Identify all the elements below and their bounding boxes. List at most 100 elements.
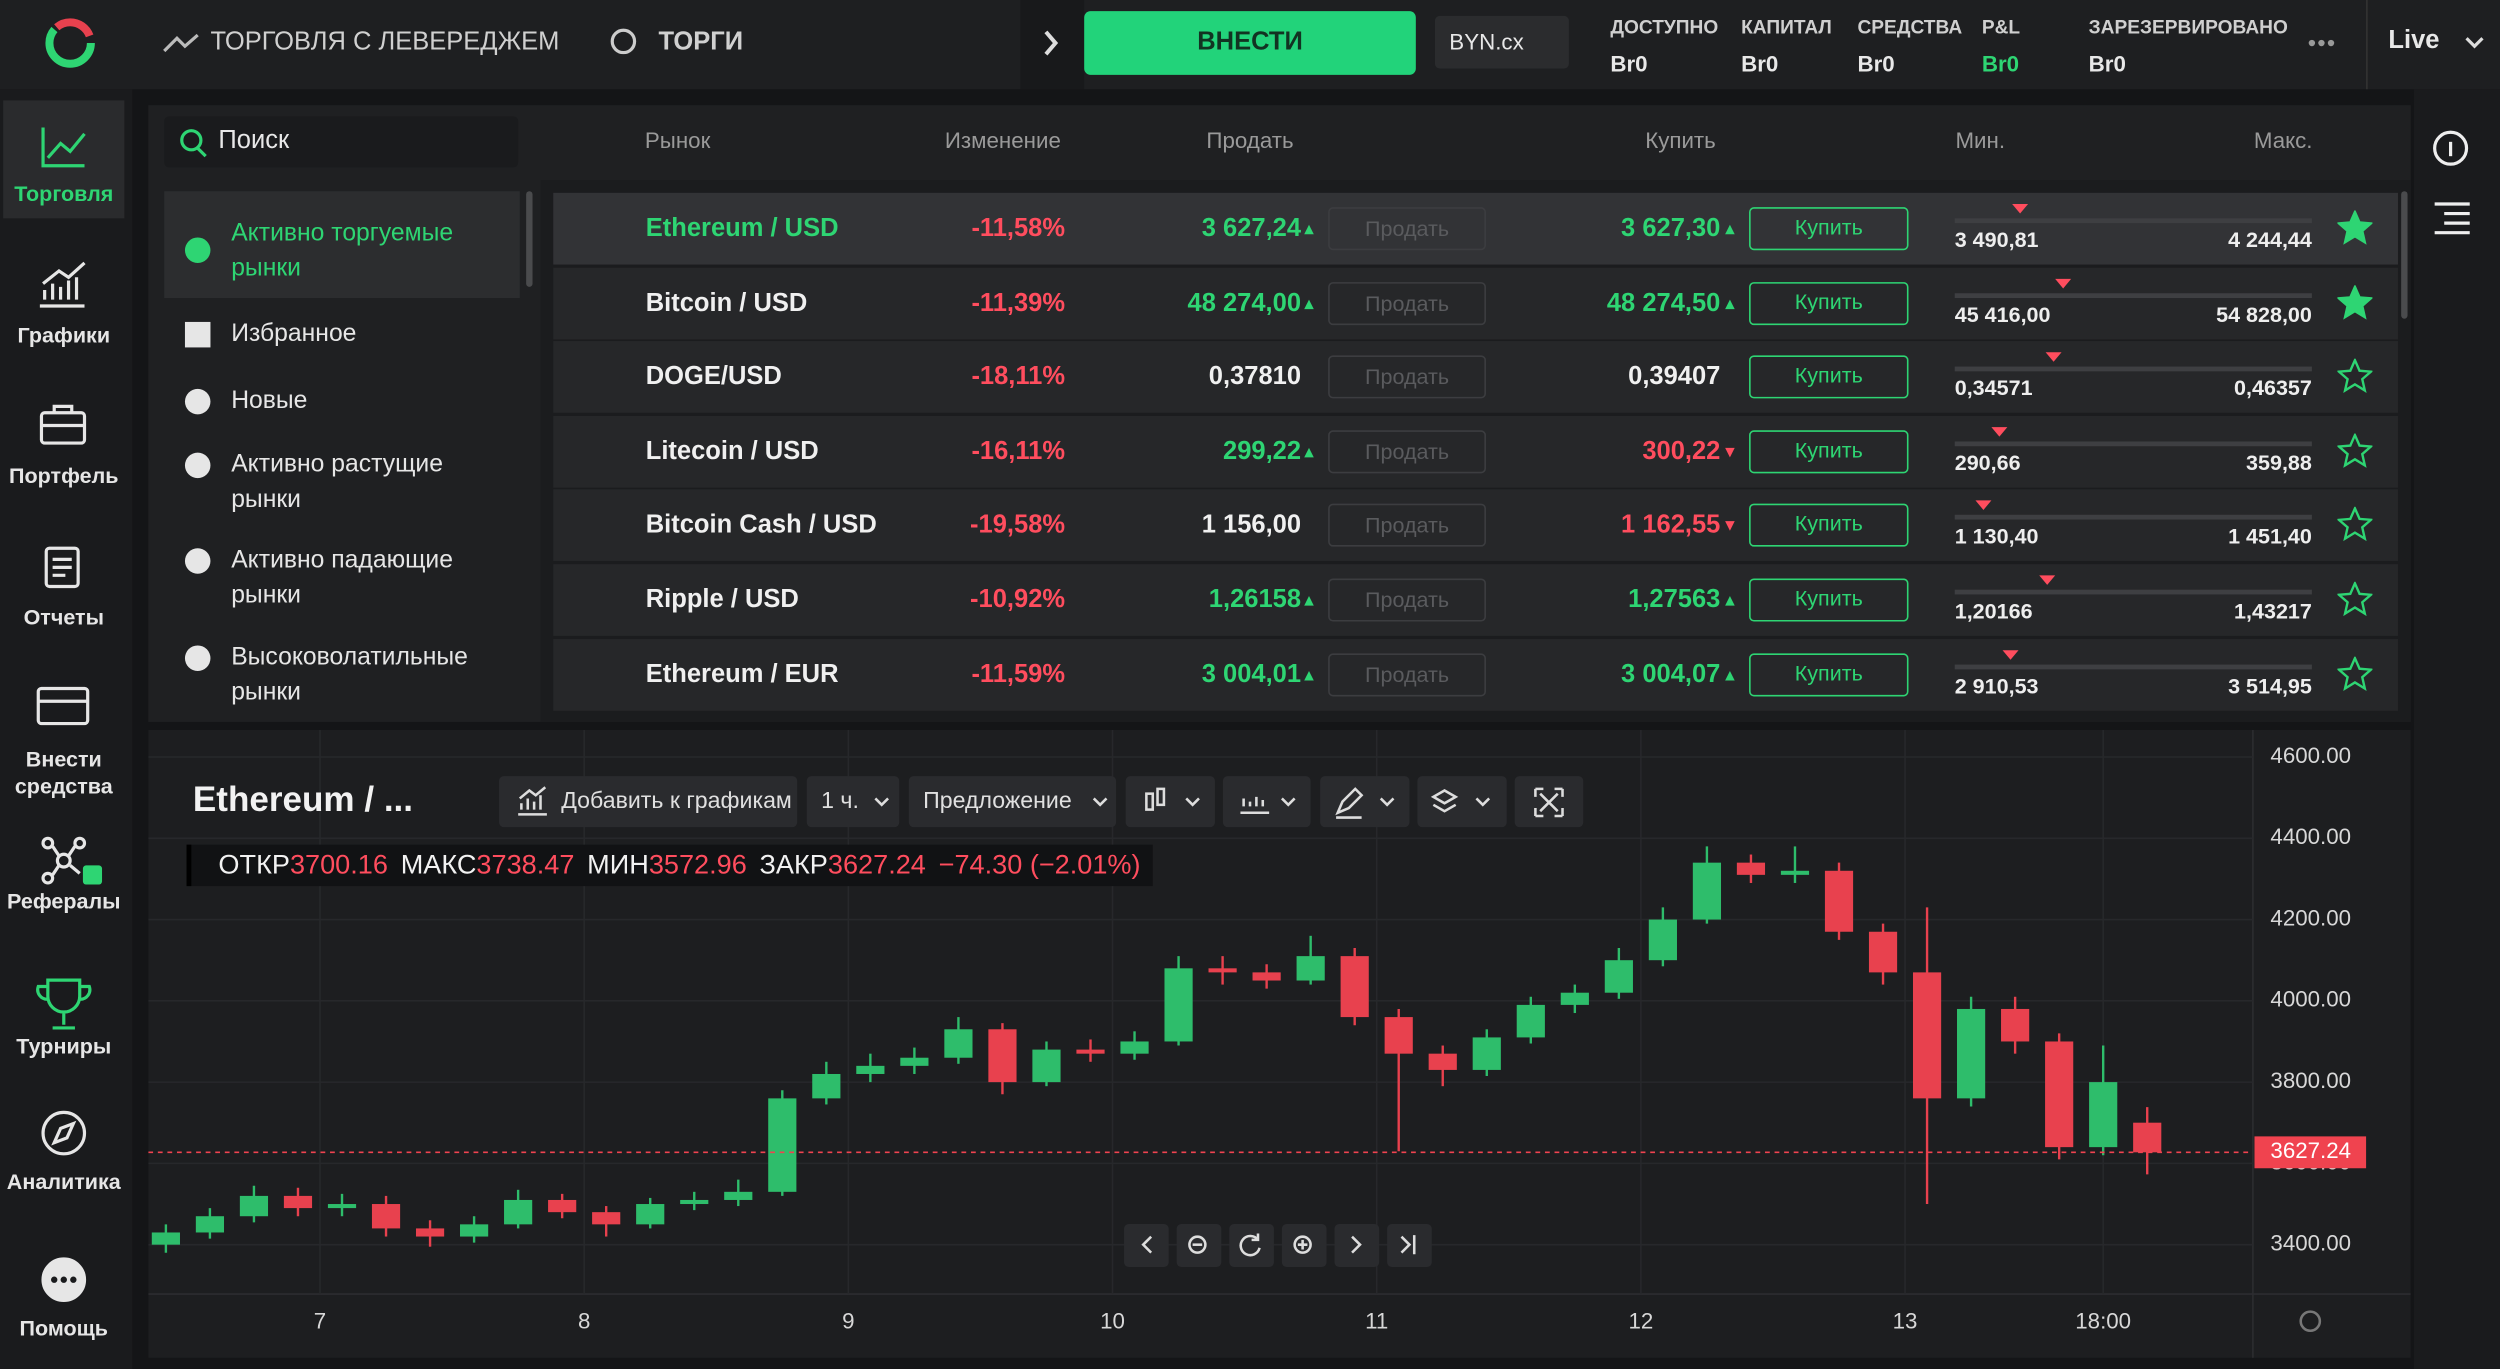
range-marker: [2044, 352, 2061, 363]
range-min: 2 910,53: [1954, 673, 2039, 698]
search-box[interactable]: [164, 116, 519, 168]
table-row[interactable]: [553, 638, 2398, 711]
nav-icons: [1141, 1233, 1416, 1257]
stat-value: Br0: [1981, 50, 2020, 77]
sell-button[interactable]: Продать: [1328, 429, 1486, 474]
favorite-star[interactable]: [2337, 507, 2373, 542]
candle-body: [636, 1204, 665, 1225]
ohlc-value: 3738.47: [476, 849, 575, 880]
dropdown-arrow: [2465, 37, 2484, 49]
category[interactable]: Активно торгуемые рынки: [231, 219, 454, 283]
range-min: 45 416,00: [1954, 302, 2051, 327]
candle-body: [1824, 870, 1854, 932]
trend-arrow: [1304, 298, 1314, 309]
sidebar-item[interactable]: Отчеты: [23, 605, 104, 630]
sell-price: 299,22: [1223, 437, 1302, 466]
buy-button[interactable]: Купить: [1749, 281, 1909, 325]
buy-button[interactable]: Купить: [1749, 355, 1909, 399]
favorite-star[interactable]: [2337, 358, 2373, 394]
mode[interactable]: Live: [2388, 27, 2440, 55]
table-row[interactable]: [553, 489, 2398, 562]
trend-arrow: [1304, 447, 1314, 458]
sell-button[interactable]: Продать: [1328, 207, 1486, 251]
sidebar-item[interactable]: Помощь: [19, 1316, 109, 1341]
range-max: 1 451,40: [2228, 524, 2312, 549]
favorite-star[interactable]: [2337, 433, 2373, 468]
favorite-star[interactable]: [2337, 655, 2373, 691]
sidebar-item[interactable]: Рефералы: [7, 889, 121, 914]
candle-body: [371, 1204, 401, 1229]
sell-price: 1 156,00: [1201, 512, 1302, 540]
candle-body: [548, 1199, 577, 1213]
toolbar-price-label[interactable]: Предложение: [923, 788, 1072, 815]
candle-body: [283, 1195, 313, 1209]
range-min: 1,20166: [1954, 599, 2033, 624]
sidebar-item[interactable]: Графики: [17, 323, 111, 348]
buy-button[interactable]: Купить: [1749, 578, 1909, 622]
star: [2337, 284, 2373, 319]
table-row[interactable]: [553, 267, 2398, 339]
table-row[interactable]: [553, 564, 2398, 636]
category[interactable]: Новые: [231, 387, 308, 415]
sidebar-item[interactable]: Турниры: [16, 1034, 112, 1059]
toolbar-interval-label[interactable]: 1 ч.: [821, 788, 859, 815]
last-price-label: 3627.24: [2270, 1138, 2351, 1163]
sidebar-item[interactable]: Портфель: [9, 463, 119, 488]
range-bar: [1954, 589, 2312, 595]
stat-label: P&L: [1981, 15, 2021, 39]
stat-label: ЗАРЕЗЕРВИРОВАНО: [2088, 15, 2288, 39]
list-icon[interactable]: [2434, 202, 2470, 235]
trend-arrow: [1304, 224, 1314, 235]
category[interactable]: Избранное: [231, 320, 357, 348]
sidebar-item[interactable]: Внести средства: [14, 747, 113, 799]
deposit-button[interactable]: ВНЕСТИ: [1084, 11, 1416, 75]
category[interactable]: Активно падающие рынки: [231, 546, 453, 609]
sell-button[interactable]: Продать: [1328, 281, 1486, 325]
change: -11,58%: [971, 215, 1066, 243]
market-name: Litecoin / USD: [645, 437, 819, 466]
buy-button[interactable]: Купить: [1749, 429, 1909, 474]
sell-button[interactable]: Продать: [1328, 652, 1486, 696]
table-row[interactable]: [553, 192, 2398, 265]
toolbar-add-label[interactable]: Добавить к графикам: [561, 788, 792, 815]
buy-button[interactable]: Купить: [1749, 504, 1909, 548]
sidebar-item[interactable]: Аналитика: [6, 1169, 121, 1194]
candle-body: [1428, 1053, 1457, 1070]
ohlc-label: МАКС: [400, 849, 477, 880]
buy-button[interactable]: Купить: [1749, 652, 1909, 696]
range-max: 1,43217: [2234, 599, 2312, 624]
more[interactable]: [2308, 39, 2335, 47]
toolbar-add[interactable]: [499, 776, 798, 828]
x-tick-label: 8: [578, 1309, 590, 1334]
right-rail: [2413, 89, 2500, 1369]
star: [2337, 581, 2373, 617]
favorite-star[interactable]: [2337, 284, 2373, 320]
chevron[interactable]: [1044, 30, 1059, 56]
category[interactable]: Высоковолатильные рынки: [231, 643, 468, 707]
settings-icon[interactable]: [2299, 1310, 2322, 1333]
range-min: 0,34571: [1954, 376, 2033, 401]
star: [2337, 655, 2373, 691]
info-icon[interactable]: [2433, 130, 2469, 166]
change: -16,11%: [971, 437, 1066, 466]
range-min: 1 130,40: [1954, 524, 2039, 549]
y-tick-label: 4600.00: [2270, 743, 2351, 768]
range-marker: [2055, 278, 2072, 288]
y-tick-label: 3400.00: [2270, 1231, 2351, 1256]
candle-body: [1560, 992, 1589, 1005]
table-row[interactable]: [553, 415, 2398, 488]
sell-button[interactable]: Продать: [1328, 578, 1486, 622]
price-chart: 7891011121318:003400.003600.003800.00400…: [148, 729, 2411, 1358]
search[interactable]: Поиск: [218, 127, 290, 155]
table-row[interactable]: [553, 341, 2398, 414]
sell-button[interactable]: Продать: [1328, 504, 1486, 548]
currency-select[interactable]: BYN.cx: [1434, 15, 1569, 69]
favorite-star[interactable]: [2337, 581, 2373, 617]
column-header: Мин.: [1955, 127, 2006, 153]
category[interactable]: Активно растущие рынки: [231, 451, 443, 514]
sell-button[interactable]: Продать: [1328, 355, 1486, 399]
favorite-star[interactable]: [2337, 210, 2373, 245]
sidebar-item[interactable]: Торговля: [14, 181, 114, 206]
candle-body: [1296, 956, 1325, 981]
buy-button[interactable]: Купить: [1749, 207, 1909, 251]
